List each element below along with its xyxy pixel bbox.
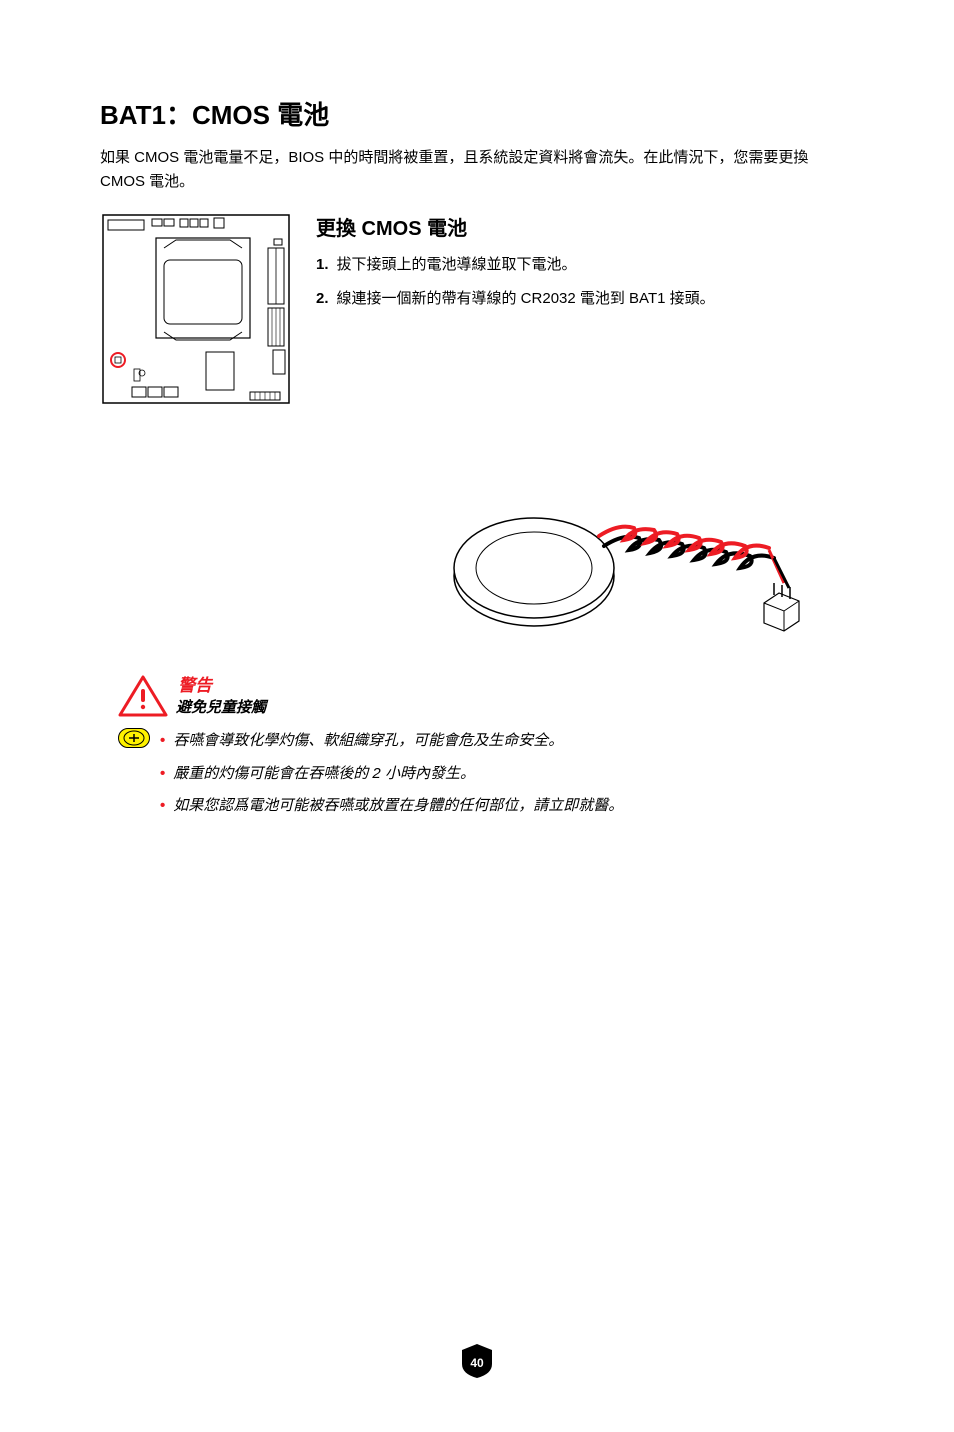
- warning-list-row: • 吞嚥會導致化學灼傷、軟組織穿孔，可能會危及生命安全。 • 嚴重的灼傷可能會在…: [118, 727, 854, 825]
- main-content-row: 更換 CMOS 電池 1. 拔下接頭上的電池導線並取下電池。 2. 線連接一個新…: [100, 212, 854, 406]
- motherboard-diagram: [100, 212, 292, 406]
- step-1-number: 1.: [316, 253, 329, 277]
- step-2: 2. 線連接一個新的帶有導線的 CR2032 電池到 BAT1 接頭。: [316, 287, 854, 311]
- warning-block: 警告 避免兒童接觸 • 吞嚥會導致化學灼傷、軟組織穿孔，可能會危及生命安全。 •…: [100, 671, 854, 825]
- warning-item-2-text: 嚴重的灼傷可能會在吞嚥後的 2 小時內發生。: [173, 760, 475, 789]
- warning-item-3-text: 如果您認爲電池可能被吞嚥或放置在身體的任何部位，請立即就醫。: [173, 792, 623, 821]
- battery-illustration: [444, 418, 814, 648]
- warning-item-2: • 嚴重的灼傷可能會在吞嚥後的 2 小時內發生。: [160, 760, 854, 789]
- warning-header: 警告 避免兒童接觸: [118, 671, 854, 723]
- step-1: 1. 拔下接頭上的電池導線並取下電池。: [316, 253, 854, 277]
- step-2-number: 2.: [316, 287, 329, 311]
- bullet-icon: •: [160, 727, 165, 756]
- plus-badge-icon: [118, 728, 150, 748]
- step-2-text: 線連接一個新的帶有導線的 CR2032 電池到 BAT1 接頭。: [337, 287, 715, 311]
- warning-subtitle: 避免兒童接觸: [176, 696, 266, 717]
- warning-item-1-text: 吞嚥會導致化學灼傷、軟組織穿孔，可能會危及生命安全。: [173, 727, 563, 756]
- warning-list: • 吞嚥會導致化學灼傷、軟組織穿孔，可能會危及生命安全。 • 嚴重的灼傷可能會在…: [160, 727, 854, 825]
- page-number: 40: [470, 1356, 483, 1370]
- intro-text: 如果 CMOS 電池電量不足，BIOS 中的時間將被重置，且系統設定資料將會流失…: [100, 146, 854, 194]
- warning-label: 警告: [178, 671, 266, 696]
- step-1-text: 拔下接頭上的電池導線並取下電池。: [337, 253, 577, 277]
- battery-illustration-container: [100, 418, 854, 653]
- page-title: BAT1：CMOS 電池: [100, 95, 854, 132]
- right-column: 更換 CMOS 電池 1. 拔下接頭上的電池導線並取下電池。 2. 線連接一個新…: [316, 212, 854, 406]
- bullet-icon: •: [160, 760, 165, 789]
- warning-triangle-icon: [118, 675, 168, 719]
- section-subtitle: 更換 CMOS 電池: [316, 212, 854, 241]
- warning-item-3: • 如果您認爲電池可能被吞嚥或放置在身體的任何部位，請立即就醫。: [160, 792, 854, 821]
- bullet-icon: •: [160, 792, 165, 821]
- warning-item-1: • 吞嚥會導致化學灼傷、軟組織穿孔，可能會危及生命安全。: [160, 727, 854, 756]
